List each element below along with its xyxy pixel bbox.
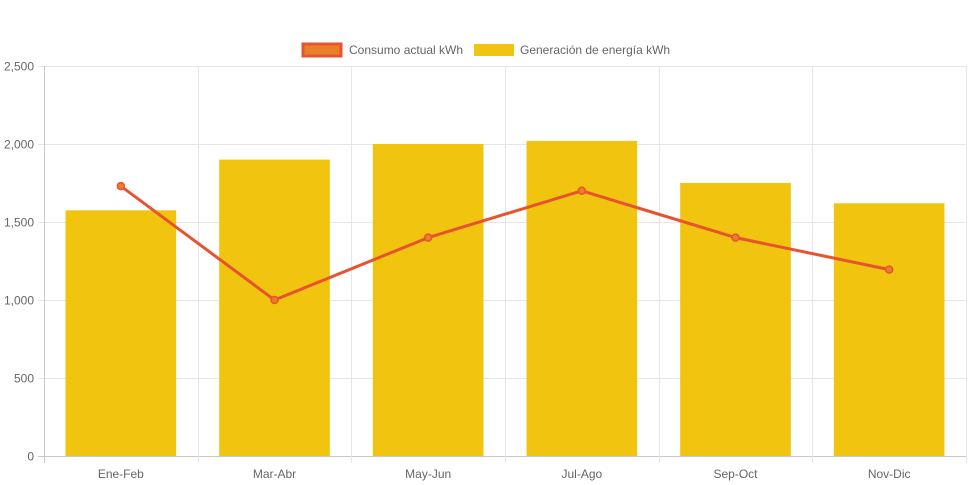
line-path (119, 184, 890, 302)
bar (372, 144, 484, 456)
bar (833, 203, 945, 456)
x-tick-label: May-Jun (405, 467, 451, 481)
line-point (577, 186, 587, 196)
x-tick-label: Ene-Feb (98, 467, 144, 481)
x-tick-label: Mar-Abr (253, 467, 296, 481)
y-tick-label: 2,500 (4, 60, 34, 74)
x-axis: Ene-Feb Mar-Abr May-Jun Jul-Ago Sep-Oct Nov-D… (98, 467, 911, 481)
legend-label-generacion: Generación de energía kWh (520, 43, 670, 57)
grid-lines (38, 66, 967, 463)
line-point (731, 233, 740, 242)
bar (680, 183, 791, 456)
bar (219, 159, 330, 456)
line-series (116, 181, 894, 305)
legend-swatch-consumo (301, 42, 343, 58)
x-tick-label: Sep-Oct (713, 467, 758, 481)
y-tick-label: 0 (27, 450, 34, 464)
bar (65, 210, 177, 456)
line-point (270, 295, 279, 305)
line-point (423, 233, 433, 242)
x-tick-label: Nov-Dic (868, 467, 911, 481)
line-point (884, 265, 894, 274)
y-tick-label: 1,000 (4, 294, 34, 308)
legend: Consumo actual kWh Generación de energía… (301, 42, 670, 58)
legend-swatch-generacion (474, 44, 514, 56)
line-point (116, 181, 126, 191)
legend-label-consumo: Consumo actual kWh (349, 43, 463, 57)
bar-series (65, 140, 945, 456)
legend-item-consumo[interactable]: Consumo actual kWh (301, 42, 463, 58)
y-axis: 0 500 1,000 1,500 2,000 2,500 (4, 60, 34, 464)
x-tick-label: Jul-Ago (561, 467, 602, 481)
y-tick-label: 1,500 (4, 216, 34, 230)
legend-item-generacion[interactable]: Generación de energía kWh (474, 43, 670, 57)
y-tick-label: 2,000 (4, 138, 34, 152)
y-tick-label: 500 (14, 372, 34, 386)
